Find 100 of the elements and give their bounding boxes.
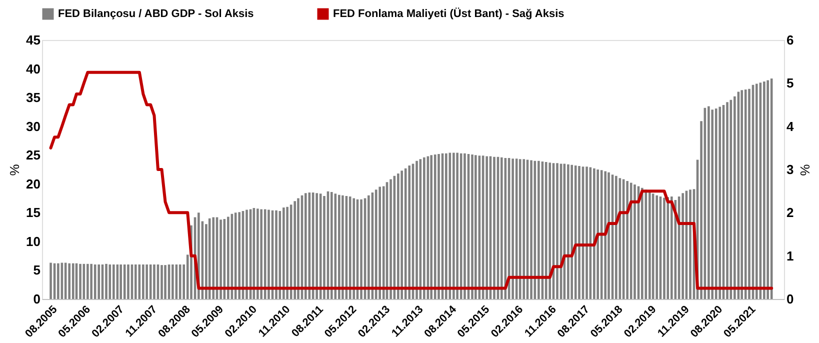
bar (98, 264, 100, 299)
y-tick-label: 40 (26, 61, 40, 76)
bar (744, 90, 747, 299)
bar (153, 264, 156, 299)
bar (512, 158, 514, 299)
bar (711, 110, 714, 299)
bar (330, 192, 333, 299)
legend-label: FED Fonlama Maliyeti (Üst Bant) - Sağ Aksis (333, 7, 564, 20)
y2-tick-label: 4 (786, 118, 794, 134)
bar (90, 264, 92, 299)
bar (718, 106, 722, 299)
y2-axis-title: % (798, 164, 813, 176)
y-tick-label: 15 (26, 205, 40, 220)
bar (246, 210, 248, 299)
bar (282, 207, 285, 299)
bar (423, 157, 426, 299)
bar (172, 264, 174, 299)
bar (68, 263, 70, 299)
bar (72, 263, 74, 299)
bar (397, 174, 400, 299)
bar (740, 90, 743, 299)
bar (227, 216, 230, 299)
bar (164, 265, 166, 299)
bar (338, 194, 340, 299)
bar (548, 162, 552, 299)
bar (120, 264, 122, 299)
bar (586, 166, 588, 299)
bar (522, 159, 526, 299)
bar (640, 188, 644, 299)
legend-label: FED Bilançosu / ABD GDP - Sol Aksis (58, 8, 254, 20)
bar (615, 176, 618, 299)
bar (456, 152, 458, 299)
y2-tick-label: 3 (786, 162, 794, 177)
bar (294, 201, 296, 299)
bar (486, 156, 488, 299)
bar (390, 179, 392, 299)
y-tick-label: 35 (26, 90, 40, 106)
bar (50, 262, 52, 299)
bar (86, 264, 89, 299)
bar (471, 154, 474, 299)
bar (105, 264, 108, 299)
y2-tick-label: 0 (786, 292, 794, 306)
bar (275, 210, 278, 299)
bar (286, 206, 288, 299)
bar (212, 217, 215, 299)
bar (500, 157, 503, 299)
bar (596, 170, 599, 299)
bar (382, 186, 385, 299)
bar (604, 171, 606, 299)
bar (474, 155, 477, 299)
bar (438, 154, 440, 299)
y-tick-label: 20 (26, 176, 40, 192)
bar (766, 80, 769, 299)
bar (666, 197, 670, 299)
bar (464, 153, 466, 299)
y2-tick-label: 1 (786, 248, 794, 264)
y-tick-label: 30 (26, 118, 40, 134)
bar (578, 166, 580, 299)
y-tick-label: 5 (33, 262, 40, 278)
bar (663, 198, 666, 299)
bar (323, 196, 326, 299)
bar (689, 190, 692, 299)
bar (297, 198, 300, 299)
bar (567, 164, 570, 299)
bar (530, 160, 532, 299)
bar (570, 164, 573, 299)
bar (142, 264, 144, 299)
bar (368, 195, 370, 299)
bar (112, 264, 115, 299)
bar (748, 88, 750, 299)
bar (260, 209, 262, 299)
bar (670, 196, 673, 299)
bar (634, 184, 636, 299)
bar (352, 198, 356, 299)
bar (538, 160, 540, 299)
bar (682, 193, 684, 299)
bar (378, 186, 381, 299)
bar (452, 152, 455, 299)
bar (304, 193, 307, 299)
bar (556, 163, 558, 299)
bar (593, 168, 596, 299)
bar (608, 172, 610, 299)
y-axis-title: % (7, 164, 22, 176)
bar (238, 212, 240, 299)
bar (146, 264, 148, 299)
y-tick-label: 0 (33, 292, 40, 306)
bar (79, 264, 82, 299)
bar (134, 264, 137, 299)
bar (408, 165, 411, 299)
y-tick-label: 25 (26, 148, 40, 163)
y2-tick-label: 2 (786, 205, 794, 220)
bar (493, 156, 496, 299)
y-tick-label: 10 (26, 234, 40, 249)
bar (360, 199, 362, 299)
bar (316, 193, 318, 299)
bar (268, 210, 270, 299)
bar (256, 208, 259, 299)
bar (518, 159, 522, 299)
bar (430, 155, 432, 299)
bar (127, 264, 130, 299)
